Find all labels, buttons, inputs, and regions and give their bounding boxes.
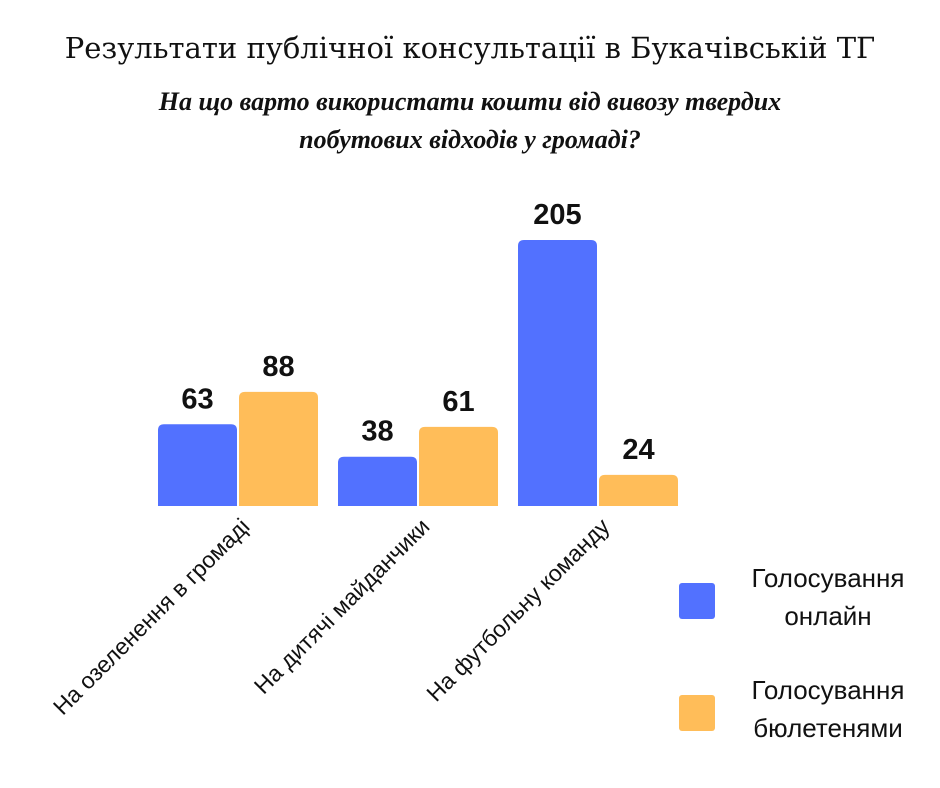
x-tick-label: На дитячі майданчики xyxy=(249,513,435,699)
legend-label-1: Голосування онлайн xyxy=(752,563,905,631)
chart-subtitle-line-2: побутових відходів у громаді? xyxy=(299,125,641,154)
data-label: 63 xyxy=(181,383,213,415)
bar-ballot-3 xyxy=(599,474,678,506)
bars-group: 63 88 38 61 205 24 xyxy=(158,199,678,506)
bar-ballot-2 xyxy=(419,426,498,506)
data-label: 24 xyxy=(622,434,654,466)
bar-online-3 xyxy=(518,240,597,506)
bar-online-1 xyxy=(158,424,237,506)
bar-online-2 xyxy=(338,456,417,506)
data-label: 205 xyxy=(533,199,581,231)
data-label: 88 xyxy=(262,351,294,383)
data-label: 61 xyxy=(442,386,474,418)
x-tick-label: На футбольну команду xyxy=(421,513,615,707)
legend-label-2: Голосування бюлетенями xyxy=(752,675,905,743)
chart-subtitle-line-1: На що варто використати кошти від вивозу… xyxy=(158,87,781,116)
legend-swatch-1 xyxy=(679,583,715,619)
bar-ballot-1 xyxy=(239,391,318,506)
legend-swatch-2 xyxy=(679,695,715,731)
x-tick-label: На озеленення в громаді xyxy=(48,513,255,720)
legend: Голосування онлайн Голосування бюлетенями xyxy=(679,563,904,743)
data-label: 38 xyxy=(361,416,393,448)
chart-title: Результати публічної консультації в Бука… xyxy=(65,31,876,65)
